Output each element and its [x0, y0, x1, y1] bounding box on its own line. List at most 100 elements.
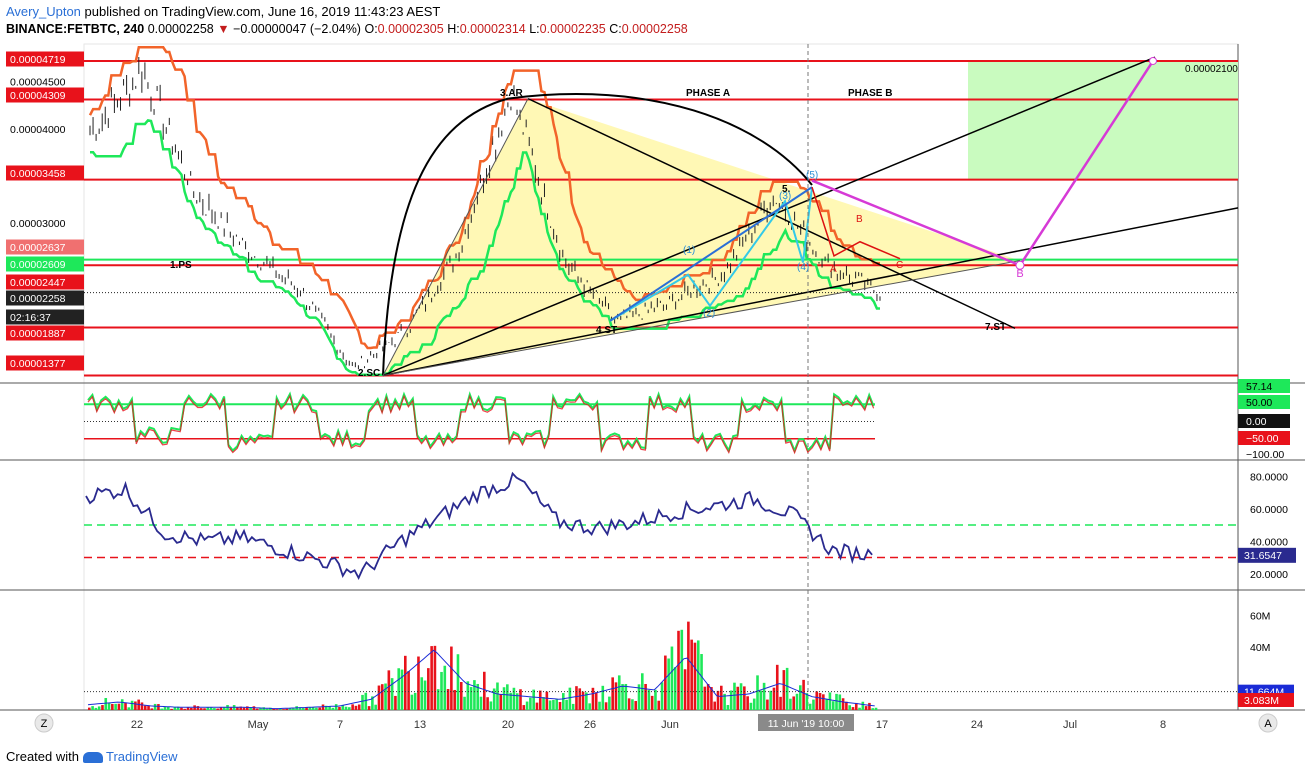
level-badge — [6, 256, 84, 272]
volume-bar — [538, 690, 542, 710]
annotation-label: 5. — [782, 184, 791, 195]
volume-bar — [127, 707, 131, 710]
volume-bar — [180, 707, 183, 710]
volume-bar — [390, 678, 394, 710]
volume-bar — [762, 682, 766, 710]
volume-bar — [792, 696, 796, 710]
volume-bar — [203, 708, 206, 710]
volume-bar — [710, 687, 713, 710]
volume-bar — [222, 707, 226, 710]
volume-bar — [420, 677, 424, 710]
open-value: 0.00002305 — [377, 22, 444, 36]
tradingview-brand[interactable]: TradingView — [106, 749, 178, 764]
volume-bar — [288, 708, 292, 710]
volume-bar — [627, 698, 631, 710]
volume-bar — [654, 689, 657, 710]
volume-bar — [512, 687, 516, 710]
volume-bar — [173, 707, 177, 710]
volume-bar — [548, 700, 552, 710]
volume-bar — [88, 707, 91, 710]
annotation-label: A — [830, 264, 837, 275]
volume-bar — [565, 699, 568, 710]
volume-bar — [522, 705, 526, 710]
volume-bar — [782, 670, 786, 710]
volume-bar — [858, 707, 861, 710]
volume-bar — [456, 654, 460, 710]
level-badge — [6, 309, 84, 325]
volume-bar — [657, 700, 661, 710]
volume-bar — [673, 667, 677, 710]
volume-bar — [242, 707, 246, 710]
volume-bar — [835, 693, 838, 710]
volume-bar — [301, 708, 305, 710]
volume-bar — [374, 704, 377, 710]
volume-bar — [334, 704, 338, 710]
annotation-label: 4.ST — [596, 325, 617, 336]
volume-bar — [667, 658, 670, 710]
annotation-label: (5) — [806, 170, 818, 181]
rsi-tick-label: 20.0000 — [1250, 569, 1288, 581]
volume-bar — [799, 685, 802, 710]
volume-bar — [213, 708, 216, 710]
volume-bar — [509, 692, 512, 710]
volume-bar — [769, 690, 772, 710]
volume-bar — [779, 696, 782, 710]
volume-bar — [492, 688, 496, 710]
time-tick-label: 8 — [1160, 719, 1166, 731]
time-tick-label: 13 — [414, 719, 426, 731]
projection-point — [1015, 260, 1025, 270]
level-badge-label: 0.00002447 — [10, 277, 66, 289]
volume-bar — [410, 694, 414, 710]
annotation-label: (2) — [703, 308, 715, 319]
volume-bar — [808, 703, 812, 710]
volume-bar — [134, 701, 137, 710]
annotation-label: PHASE B — [848, 88, 892, 99]
volume-bar — [453, 689, 456, 710]
volume-bar — [634, 701, 638, 710]
volume-bar — [690, 639, 693, 710]
volume-bar — [687, 621, 690, 710]
volume-bar — [812, 699, 815, 710]
volume-bar — [377, 685, 381, 710]
annotation-label: C — [896, 260, 903, 271]
volume-bar — [160, 708, 164, 710]
osc-axis-badge — [1238, 414, 1290, 428]
volume-bar — [344, 706, 348, 710]
annotation-label: 1.PS — [170, 260, 192, 271]
created-with: Created with — [6, 749, 79, 764]
volume-bar — [282, 709, 285, 710]
volume-bar — [328, 706, 331, 710]
volume-bar — [436, 689, 440, 710]
volume-bar — [489, 701, 493, 710]
volume-bar — [588, 703, 591, 710]
volume-bar — [229, 707, 233, 710]
volume-ma-line — [87, 649, 875, 710]
volume-bar — [341, 704, 345, 710]
symbol-name[interactable]: BINANCE:FETBTC, 240 — [6, 22, 145, 36]
author-link[interactable]: Avery_Upton — [6, 4, 81, 19]
volume-bar — [97, 706, 101, 710]
volume-bar — [604, 702, 608, 710]
volume-bar — [713, 701, 717, 710]
volume-bar — [367, 706, 371, 710]
level-badge-label: 0.00001887 — [10, 328, 66, 340]
volume-bar — [466, 681, 470, 710]
volume-bar — [756, 675, 759, 710]
volume-bar — [196, 706, 200, 710]
volume-bar — [502, 687, 506, 710]
volume-bar — [255, 708, 259, 710]
volume-bar — [361, 694, 364, 710]
rsi-line — [85, 471, 873, 580]
volume-bar — [848, 705, 851, 710]
volume-bar — [275, 709, 279, 710]
level-badge-label: 0.00002609 — [10, 259, 66, 271]
tradingview-logo-icon — [82, 752, 103, 764]
volume-bar — [585, 692, 588, 710]
volume-bar — [143, 705, 147, 710]
volume-bar — [325, 705, 328, 710]
time-tick-label: 7 — [337, 719, 343, 731]
abc-correction-line — [811, 186, 901, 260]
oscillator-line-red — [87, 394, 875, 455]
auto-scale-button-label: A — [1264, 718, 1272, 730]
